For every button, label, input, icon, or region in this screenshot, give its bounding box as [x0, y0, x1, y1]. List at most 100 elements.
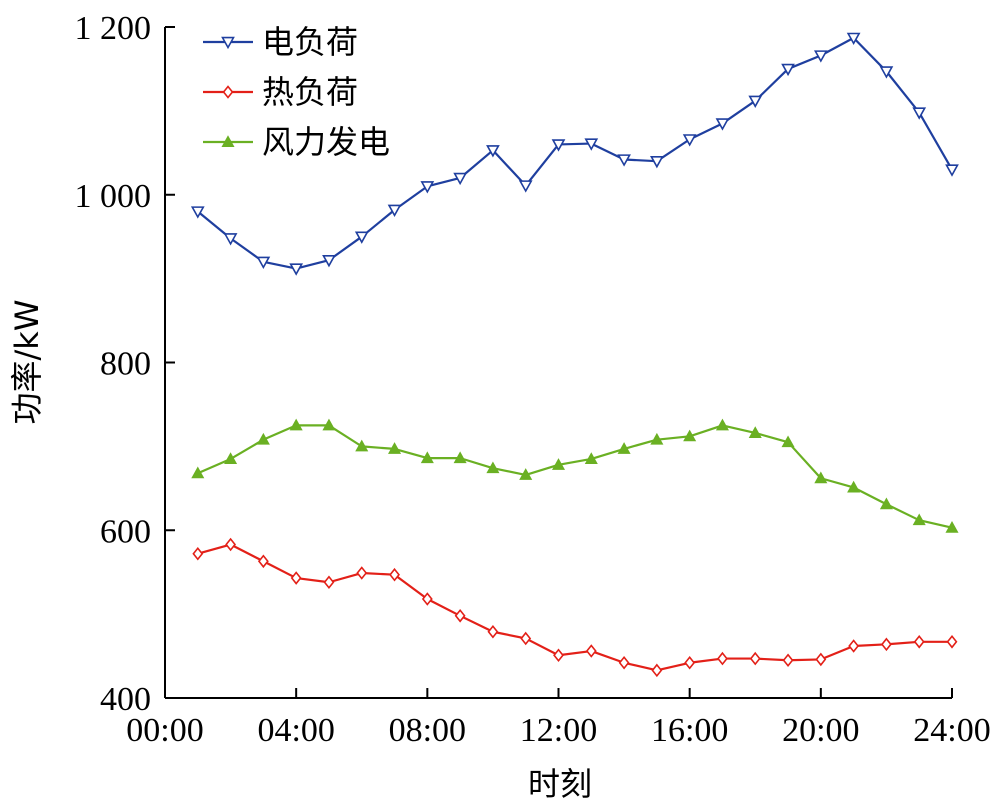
data-point: [617, 442, 631, 454]
data-point: [946, 635, 958, 649]
y-tick-label: 1 000: [75, 178, 152, 215]
legend-marker: [222, 85, 234, 99]
data-point: [618, 655, 630, 670]
series-2: [191, 418, 959, 533]
data-point: [389, 567, 400, 582]
data-point: [486, 145, 500, 158]
data-point: [717, 651, 728, 666]
data-point: [651, 663, 663, 678]
data-point: [355, 439, 369, 452]
data-point: [190, 206, 205, 219]
data-point: [848, 639, 860, 653]
data-point: [814, 471, 828, 484]
y-tick-label: 1 200: [75, 10, 152, 47]
series-line: [197, 543, 952, 672]
data-point: [846, 32, 861, 46]
data-point: [781, 435, 795, 448]
x-tick-label: 24:00: [913, 712, 990, 749]
data-point: [453, 172, 467, 186]
x-tick-label: 20:00: [782, 712, 859, 749]
data-point: [813, 50, 828, 63]
data-point: [323, 575, 335, 590]
y-tick-label: 400: [100, 681, 151, 718]
data-point: [520, 631, 532, 646]
data-point: [749, 651, 761, 666]
data-point: [913, 635, 925, 649]
data-point: [420, 451, 434, 464]
legend-label: 热负荷: [262, 73, 358, 111]
data-point: [584, 138, 599, 151]
data-point: [945, 164, 959, 177]
data-point: [683, 429, 697, 442]
data-point: [682, 134, 697, 147]
data-point: [487, 624, 499, 639]
data-point: [453, 451, 467, 464]
y-tick-label: 600: [100, 513, 151, 550]
x-tick-label: 08:00: [389, 712, 466, 749]
data-point: [290, 571, 302, 585]
data-point: [880, 637, 892, 652]
x-tick-label: 00:00: [126, 712, 203, 749]
legend-entry: 电负荷: [203, 23, 358, 61]
y-tick-label: 800: [100, 346, 151, 383]
data-point: [387, 204, 402, 217]
legend-label: 电负荷: [262, 23, 358, 61]
data-point: [617, 154, 631, 167]
x-tick-label: 04:00: [257, 712, 334, 749]
data-point: [224, 452, 238, 464]
series-line: [197, 424, 953, 529]
data-point: [191, 466, 205, 479]
legend-entry: 热负荷: [203, 73, 358, 111]
data-point: [748, 95, 763, 108]
data-point: [223, 233, 238, 246]
series-0: [190, 32, 959, 276]
data-point: [553, 648, 564, 663]
data-point: [256, 432, 270, 445]
data-point: [420, 181, 435, 194]
data-point: [551, 139, 566, 152]
data-point: [879, 497, 893, 510]
series-1: [192, 537, 958, 678]
data-point: [354, 231, 369, 244]
data-point: [454, 609, 466, 623]
x-tick-label: 12:00: [520, 712, 597, 749]
data-point: [388, 442, 402, 454]
x-ticks: 00:00 04:00 08:00 12:00 16:00 20:00 24:00: [126, 688, 991, 749]
data-point: [356, 566, 368, 580]
data-point: [815, 652, 827, 667]
data-point: [551, 458, 566, 470]
data-point: [945, 520, 959, 533]
data-point: [322, 254, 336, 268]
data-point: [684, 655, 696, 670]
data-point: [256, 256, 271, 269]
data-point: [912, 513, 926, 526]
data-point: [289, 418, 303, 431]
data-point: [486, 461, 500, 474]
data-point: [650, 156, 664, 169]
data-point: [715, 418, 729, 431]
data-point: [289, 263, 304, 276]
legend-entry: 风力发电: [203, 123, 390, 161]
x-tick-label: 16:00: [651, 712, 728, 749]
data-point: [421, 592, 433, 606]
data-point: [782, 653, 794, 668]
y-axis-title: 功率/kW: [8, 300, 46, 425]
data-point: [847, 480, 861, 493]
x-axis-title: 时刻: [528, 765, 592, 803]
data-point: [257, 554, 269, 569]
data-point: [585, 644, 597, 658]
legend-label: 风力发电: [262, 123, 390, 161]
data-point: [584, 452, 598, 464]
data-point: [519, 468, 533, 480]
series-layer: [190, 32, 959, 678]
data-point: [781, 63, 795, 77]
data-point: [715, 118, 730, 131]
data-point: [650, 432, 664, 445]
data-point: [192, 546, 204, 561]
data-point: [912, 107, 927, 120]
data-point: [518, 180, 533, 193]
data-point: [322, 418, 336, 431]
legend-marker: [221, 36, 235, 50]
legend-marker: [221, 135, 235, 147]
